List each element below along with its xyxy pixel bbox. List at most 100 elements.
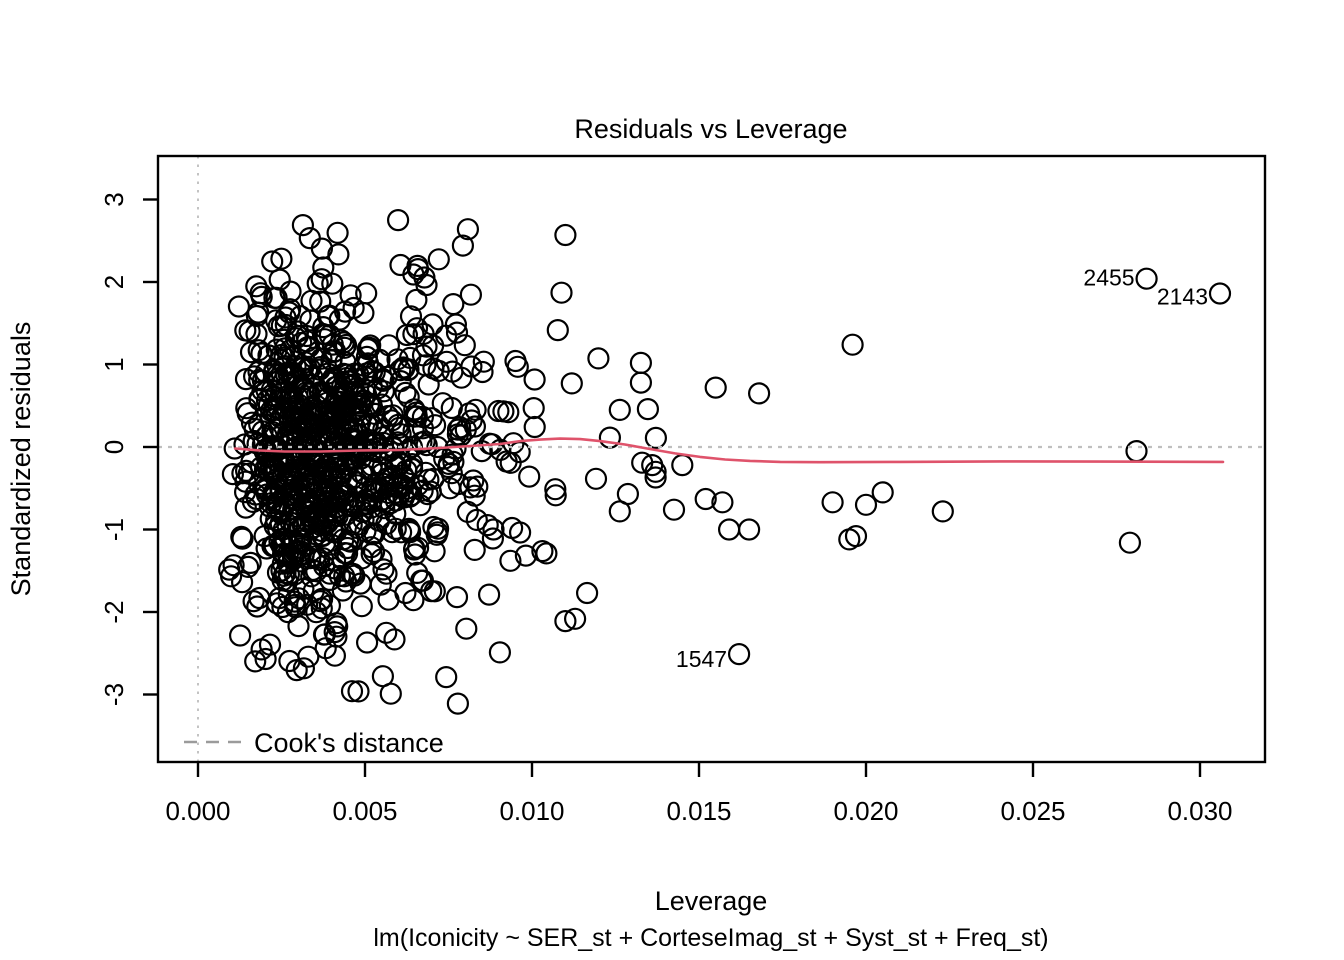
data-point <box>325 612 348 635</box>
data-point <box>268 268 291 291</box>
model-formula-subtitle: lm(Iconicity ~ SER_st + CorteseImag_st +… <box>373 924 1048 952</box>
data-point <box>442 450 465 473</box>
data-point <box>262 481 285 504</box>
data-point <box>356 631 379 654</box>
data-point <box>402 263 425 286</box>
data-point <box>841 333 864 356</box>
data-point <box>420 579 443 603</box>
axis-ticks: 0.000 0.005 0.010 0.015 0.020 0.025 0.030 -3 -2 -… <box>99 192 1233 826</box>
data-point <box>292 356 315 380</box>
data-point <box>445 321 469 344</box>
data-point <box>644 460 667 483</box>
data-point <box>349 411 372 434</box>
data-point <box>265 497 288 520</box>
data-point <box>636 398 660 421</box>
data-point <box>499 549 522 572</box>
y-tick-label: 0 <box>99 440 129 454</box>
data-point <box>309 432 332 455</box>
data-point <box>355 282 378 305</box>
scatter-sparse-points <box>291 209 1148 715</box>
data-point <box>276 570 299 593</box>
x-tick-label: 0.025 <box>1000 796 1065 826</box>
data-point <box>554 609 577 633</box>
data-point <box>411 479 434 502</box>
y-tick-label: -2 <box>99 600 129 623</box>
data-point <box>575 581 599 605</box>
data-point <box>737 518 761 541</box>
data-point <box>446 692 469 715</box>
data-point <box>481 527 504 550</box>
data-point <box>422 515 445 539</box>
data-point <box>229 624 252 647</box>
data-point <box>278 649 301 673</box>
y-tick-label: -3 <box>99 683 129 706</box>
data-point <box>445 585 469 609</box>
data-point <box>375 562 398 585</box>
data-point <box>308 381 331 404</box>
data-point <box>222 554 245 577</box>
data-point <box>347 363 370 386</box>
y-tick-label: -1 <box>99 518 129 541</box>
data-point <box>422 357 445 380</box>
reference-lines <box>158 156 1265 762</box>
y-tick-label: 2 <box>99 275 129 289</box>
data-point <box>259 451 282 474</box>
data-point <box>275 468 298 491</box>
data-point <box>327 243 350 266</box>
data-point <box>508 521 532 544</box>
outlier-point-1547 <box>727 642 751 666</box>
data-point <box>270 247 293 270</box>
data-point <box>554 223 577 247</box>
data-point <box>394 581 417 605</box>
data-point <box>1125 440 1148 463</box>
data-point <box>550 281 573 304</box>
data-point <box>470 440 493 463</box>
data-point <box>747 382 771 405</box>
data-point <box>231 527 254 550</box>
data-point <box>276 422 300 445</box>
data-point <box>278 301 301 324</box>
data-point <box>344 417 367 440</box>
data-point <box>544 484 567 507</box>
chart-title: Residuals vs Leverage <box>574 114 847 144</box>
outlier-label-2143: 2143 <box>1157 284 1208 310</box>
outlier-point-2143 <box>1208 282 1232 305</box>
x-tick-label: 0.005 <box>332 796 397 826</box>
data-point <box>371 665 394 688</box>
outlier-label-2455: 2455 <box>1083 265 1134 291</box>
data-point <box>248 368 271 391</box>
data-point <box>310 588 334 611</box>
data-point <box>305 601 328 624</box>
data-point <box>546 319 569 342</box>
data-point <box>495 450 518 473</box>
data-point <box>326 221 349 244</box>
data-point <box>237 555 260 579</box>
data-point <box>382 464 405 487</box>
data-point <box>394 381 417 404</box>
x-tick-label: 0.010 <box>499 796 564 826</box>
data-point <box>296 330 319 353</box>
data-point <box>312 466 335 489</box>
data-point <box>254 647 277 671</box>
data-point <box>294 378 317 401</box>
data-point <box>340 680 364 703</box>
data-point <box>363 361 386 384</box>
data-point <box>387 413 410 436</box>
data-point <box>544 478 567 501</box>
data-point <box>456 218 479 241</box>
data-point <box>465 508 488 532</box>
loess-smoother-path <box>233 437 1225 464</box>
data-point <box>584 467 608 490</box>
data-point <box>844 524 868 548</box>
data-point <box>608 500 631 523</box>
data-point <box>419 480 442 503</box>
data-point <box>269 349 292 372</box>
data-point <box>427 248 450 271</box>
data-point <box>270 559 293 582</box>
data-point <box>277 455 300 479</box>
data-point <box>272 518 295 541</box>
data-point <box>244 650 267 673</box>
data-point <box>459 476 482 499</box>
